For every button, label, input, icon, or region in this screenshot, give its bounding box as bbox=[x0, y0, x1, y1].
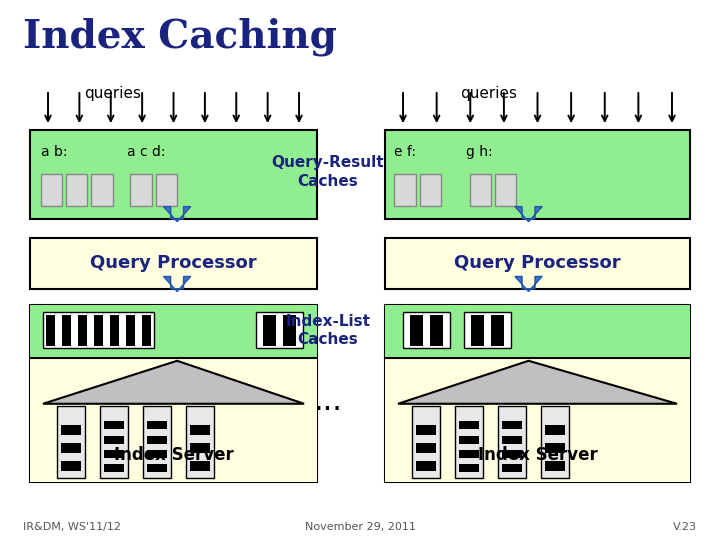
Text: IR&DM, WS'11/12: IR&DM, WS'11/12 bbox=[23, 522, 121, 532]
Bar bbox=[464, 313, 510, 348]
Polygon shape bbox=[163, 207, 191, 221]
Bar bbox=[190, 461, 210, 471]
Bar bbox=[541, 407, 569, 478]
Bar bbox=[495, 174, 516, 206]
Text: November 29, 2011: November 29, 2011 bbox=[305, 522, 415, 532]
Bar bbox=[455, 407, 482, 478]
Bar bbox=[30, 305, 317, 358]
Bar bbox=[130, 174, 152, 206]
Bar bbox=[66, 174, 87, 206]
Bar bbox=[491, 315, 504, 346]
Bar bbox=[30, 130, 317, 219]
Bar bbox=[30, 358, 317, 482]
Text: Index Caching: Index Caching bbox=[23, 17, 337, 56]
Bar bbox=[62, 315, 71, 346]
Bar bbox=[143, 407, 171, 478]
Bar bbox=[46, 315, 55, 346]
Bar bbox=[264, 315, 276, 346]
Bar bbox=[403, 313, 450, 348]
Bar bbox=[502, 464, 522, 472]
Bar bbox=[61, 443, 81, 453]
Bar bbox=[385, 305, 690, 358]
Bar bbox=[142, 315, 151, 346]
Bar bbox=[498, 407, 526, 478]
Bar bbox=[502, 421, 522, 429]
Bar bbox=[502, 450, 522, 458]
Bar bbox=[61, 461, 81, 471]
Bar bbox=[61, 425, 81, 435]
Bar bbox=[459, 436, 479, 443]
Bar bbox=[104, 421, 124, 429]
Bar bbox=[459, 421, 479, 429]
Bar bbox=[413, 407, 440, 478]
Text: a c d:: a c d: bbox=[127, 145, 166, 159]
Bar bbox=[91, 174, 112, 206]
Bar bbox=[186, 407, 214, 478]
Bar bbox=[104, 450, 124, 458]
Text: e f:: e f: bbox=[395, 145, 416, 159]
Bar bbox=[156, 174, 177, 206]
Text: a b:: a b: bbox=[41, 145, 68, 159]
Bar bbox=[126, 315, 135, 346]
Bar bbox=[385, 238, 690, 289]
Bar bbox=[100, 407, 127, 478]
Text: Index Server: Index Server bbox=[477, 447, 598, 464]
Bar bbox=[416, 461, 436, 471]
Bar bbox=[385, 130, 690, 219]
Polygon shape bbox=[398, 361, 677, 404]
Bar bbox=[502, 436, 522, 443]
Bar bbox=[58, 407, 84, 478]
Bar bbox=[78, 315, 87, 346]
Bar bbox=[147, 464, 167, 472]
Bar bbox=[545, 443, 565, 453]
Bar bbox=[256, 313, 302, 348]
Polygon shape bbox=[163, 276, 191, 292]
Text: Query Processor: Query Processor bbox=[454, 254, 621, 272]
Text: Query-Result: Query-Result bbox=[271, 155, 384, 170]
Bar bbox=[416, 443, 436, 453]
Bar bbox=[459, 464, 479, 472]
Bar bbox=[385, 305, 690, 482]
Bar bbox=[94, 315, 103, 346]
Bar bbox=[41, 174, 63, 206]
Bar bbox=[110, 315, 120, 346]
Bar bbox=[416, 425, 436, 435]
Text: Index-List: Index-List bbox=[285, 314, 370, 328]
Bar bbox=[30, 238, 317, 289]
Text: Caches: Caches bbox=[297, 174, 358, 189]
Bar bbox=[385, 358, 690, 482]
Polygon shape bbox=[515, 207, 542, 221]
Bar bbox=[459, 450, 479, 458]
Bar bbox=[190, 443, 210, 453]
Text: queries: queries bbox=[84, 86, 141, 101]
Text: Index Server: Index Server bbox=[114, 447, 233, 464]
Bar bbox=[283, 315, 296, 346]
Bar bbox=[147, 450, 167, 458]
Bar bbox=[395, 174, 416, 206]
Bar bbox=[43, 313, 154, 348]
Bar bbox=[469, 174, 491, 206]
Bar bbox=[30, 305, 317, 482]
Bar bbox=[545, 461, 565, 471]
Polygon shape bbox=[515, 276, 542, 292]
Text: Caches: Caches bbox=[297, 332, 358, 347]
Bar bbox=[410, 315, 423, 346]
Text: V.23: V.23 bbox=[673, 522, 697, 532]
Text: g h:: g h: bbox=[466, 145, 492, 159]
Bar bbox=[104, 464, 124, 472]
Text: Query Processor: Query Processor bbox=[90, 254, 257, 272]
Polygon shape bbox=[43, 361, 304, 404]
Bar bbox=[431, 315, 444, 346]
Bar bbox=[104, 436, 124, 443]
Bar bbox=[471, 315, 484, 346]
Bar bbox=[420, 174, 441, 206]
Bar bbox=[545, 425, 565, 435]
Bar bbox=[147, 421, 167, 429]
Text: queries: queries bbox=[461, 86, 518, 101]
Bar bbox=[190, 425, 210, 435]
Bar bbox=[147, 436, 167, 443]
Text: ...: ... bbox=[313, 387, 342, 416]
